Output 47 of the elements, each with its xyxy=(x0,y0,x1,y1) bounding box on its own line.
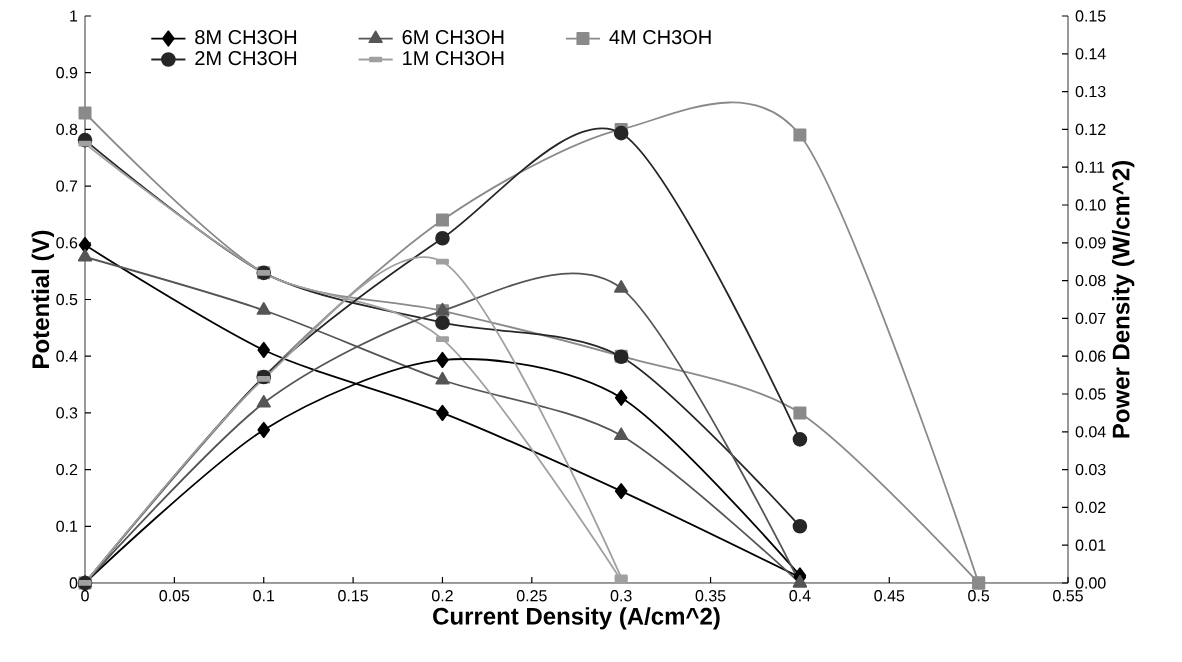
x-tick-label: 0.4 xyxy=(789,590,811,602)
y-tick-label: 0.1 xyxy=(56,520,78,532)
y2-tick-label: 0.04 xyxy=(1075,426,1106,438)
y-tick-label: 0 xyxy=(69,577,78,589)
x-tick-label: 0.25 xyxy=(516,590,547,602)
x-tick-label: 0.15 xyxy=(338,590,368,602)
y2-tick-label: 0.12 xyxy=(1075,123,1106,136)
y2-tick-label: 0.07 xyxy=(1075,312,1106,325)
y-tick-label: 0.5 xyxy=(56,293,78,306)
legend-label: 2M CH3OH xyxy=(195,51,297,66)
legend-label: 1M CH3OH xyxy=(403,51,504,66)
x-tick-label: 0.35 xyxy=(695,590,726,602)
x-tick-label: 0.3 xyxy=(610,590,632,602)
y2-tick-label: 0.15 xyxy=(1075,10,1106,22)
legend-label: 6M CH3OH xyxy=(402,30,504,45)
y2-tick-label: 0.00 xyxy=(1075,577,1106,589)
y2-tick-label: 0.03 xyxy=(1075,463,1106,476)
y2-tick-label: 0.13 xyxy=(1075,85,1106,98)
x-tick-label: 0.45 xyxy=(874,590,905,602)
x-tick-label: 0 xyxy=(81,590,89,602)
y-tick-label: 0.9 xyxy=(56,67,78,79)
y2-tick-label: 0.11 xyxy=(1075,161,1105,173)
y-tick-label: 0.3 xyxy=(56,407,78,419)
y-tick-label: 0.2 xyxy=(56,463,78,476)
y-tick-label: 0.6 xyxy=(56,237,78,249)
y-axis-title: Potential (V) xyxy=(31,230,54,368)
y2-tick-label: 0.14 xyxy=(1075,48,1106,60)
y-tick-label: 0.7 xyxy=(56,180,78,192)
y-tick-label: 0.4 xyxy=(56,350,78,362)
x-tick-label: 0.55 xyxy=(1053,590,1083,602)
x-tick-label: 0.1 xyxy=(253,590,275,602)
y-tick-label: 0.8 xyxy=(56,123,78,136)
y2-tick-label: 0.06 xyxy=(1075,350,1106,362)
x-tick-label: 0.5 xyxy=(968,590,990,602)
x-axis-title: Current Density (A/cm^2) xyxy=(433,607,720,630)
y2-tick-label: 0.09 xyxy=(1075,237,1106,249)
y2-tick-label: 0.01 xyxy=(1075,539,1106,551)
x-tick-label: 0.2 xyxy=(431,590,453,602)
y2-axis-title: Power Density (W/cm^2) xyxy=(1111,161,1135,438)
y2-tick-label: 0.08 xyxy=(1075,274,1106,287)
y-tick-label: 1 xyxy=(70,10,78,22)
y2-tick-label: 0.10 xyxy=(1075,199,1106,211)
x-tick-label: 0.05 xyxy=(159,590,190,602)
legend-label: 4M CH3OH xyxy=(609,30,711,45)
y2-tick-label: 0.02 xyxy=(1075,501,1106,514)
y2-tick-label: 0.05 xyxy=(1075,388,1106,400)
legend-label: 8M CH3OH xyxy=(195,30,297,45)
